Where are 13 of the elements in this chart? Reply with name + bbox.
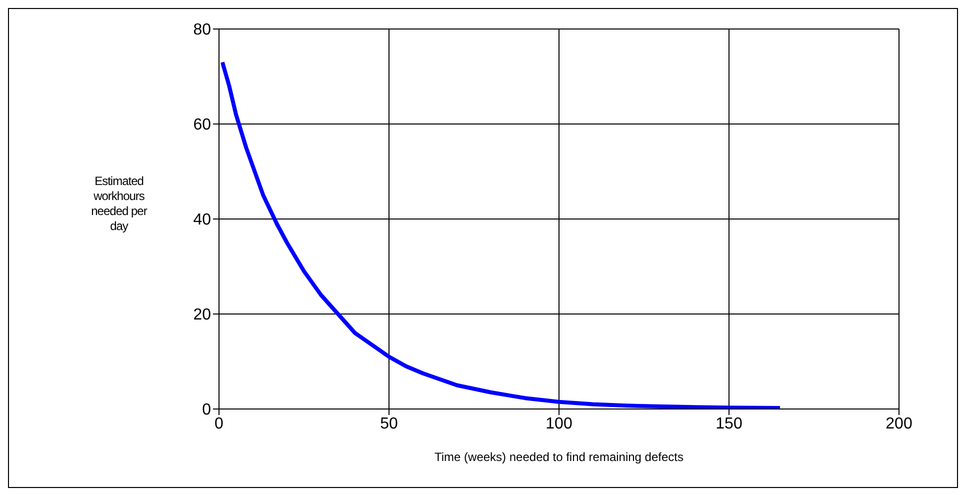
line-series xyxy=(220,60,782,409)
x-tick-label: 150 xyxy=(716,415,742,432)
y-tick-label: 80 xyxy=(193,22,212,39)
y-tick-label: 40 xyxy=(193,212,212,229)
x-tick-label: 200 xyxy=(886,415,912,432)
x-axis-title: Time (weeks) needed to find remaining defects xyxy=(434,450,684,464)
x-tick-label: 100 xyxy=(546,415,572,432)
y-axis-title: Estimated workhours needed per day xyxy=(90,174,148,234)
y-tick-label: 0 xyxy=(202,402,212,419)
y-tick-label: 60 xyxy=(193,116,212,134)
y-tick-label: 20 xyxy=(193,306,212,324)
x-tick-label: 50 xyxy=(380,415,398,432)
x-tick-label: 0 xyxy=(214,415,224,432)
